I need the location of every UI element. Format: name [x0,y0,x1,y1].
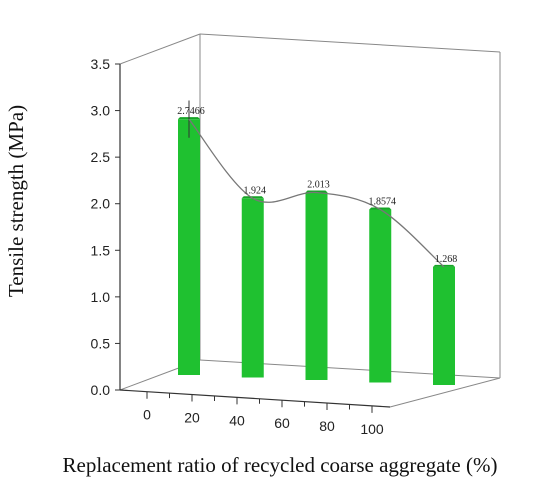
bar [241,198,264,378]
bar [178,119,200,375]
y-axis-title: Tensile strength (MPa) [4,105,28,297]
trend-line [188,118,445,268]
bar [433,266,455,385]
y-tick-label: 1.0 [91,289,111,305]
x-tick-label: 0 [143,407,151,423]
box-edge [199,33,501,53]
trend-line-layer [188,100,445,268]
x-axis-title: Replacement ratio of recycled coarse agg… [63,453,498,477]
y-tick-label: 2.5 [91,149,111,165]
bars [178,117,455,385]
x-tick-label: 40 [229,412,245,428]
data-labels: 2.7466 1.924 2.013 1.8574 1.268 [177,106,457,265]
data-label: 2.7466 [177,106,205,117]
axes: 0.0 0.5 1.0 1.5 2.0 2.5 3.0 3.5 0 20 40 60 80 100 [91,56,391,437]
box-edge [389,377,501,408]
data-label: 1.924 [244,185,267,196]
y-tick-label: 0.5 [91,335,111,351]
bar [305,192,328,380]
x-tick-label: 80 [319,418,335,434]
x-axis-line [119,389,391,408]
data-label: 1.8574 [369,196,397,207]
bar-top [369,207,392,210]
y-tick-label: 0.0 [91,382,111,398]
y-tick-label: 2.0 [91,196,111,212]
data-label: 1.268 [435,254,458,265]
bar-top [433,264,455,267]
y-tick-label: 3.5 [91,56,111,72]
box-edge [119,33,201,65]
x-tick-label: 20 [184,410,200,426]
bar [369,209,392,383]
y-tick-label: 1.5 [91,242,111,258]
y-tick-label: 3.0 [91,103,111,119]
x-tick-label: 100 [360,421,384,437]
bar-top [241,196,264,199]
x-tick-label: 60 [274,415,290,431]
data-label: 2.013 [307,180,330,191]
